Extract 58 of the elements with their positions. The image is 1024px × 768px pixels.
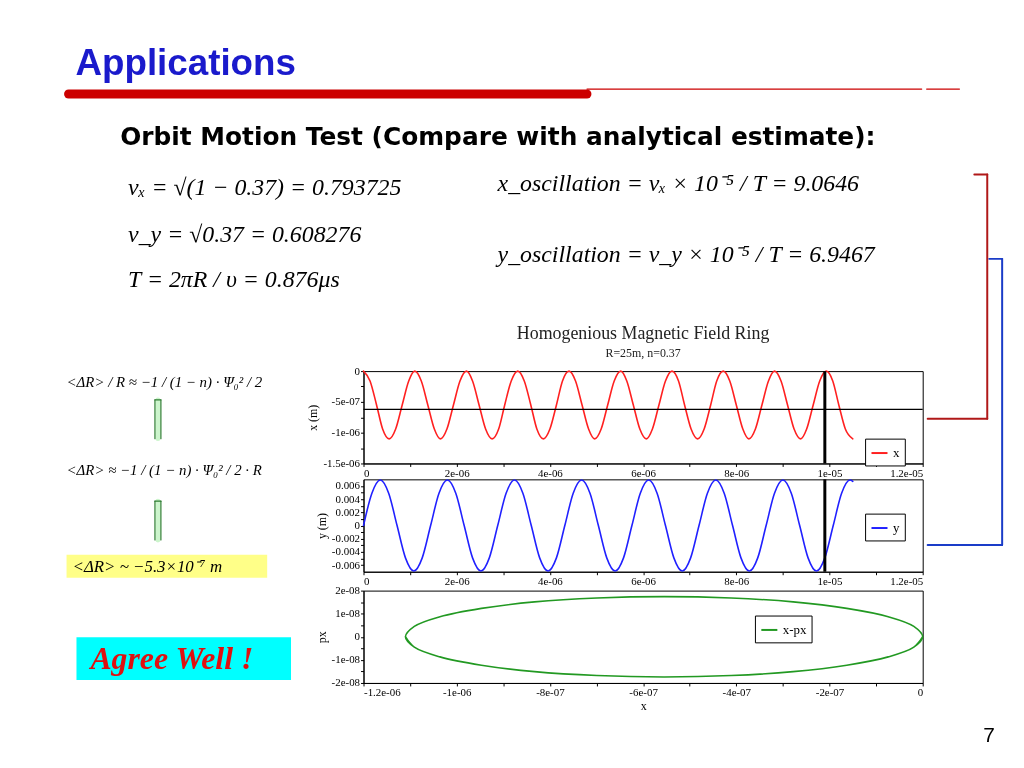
legend-label: y [892, 520, 900, 535]
y-tick-label: -0.004 [331, 545, 361, 558]
y-tick-label: 0 [354, 630, 361, 643]
x-tick-label: 2e-06 [444, 575, 471, 588]
y-tick-label: -1e-08 [331, 653, 361, 666]
y-tick-label: 0.002 [335, 505, 361, 518]
x-tick-label: -8e-07 [536, 686, 566, 699]
text: Applications [75, 42, 296, 84]
chart-subtitle: R=25m, n=0.37 [605, 346, 681, 361]
x-tick-label: -4e-07 [722, 686, 752, 699]
x-tick-label: 1e-05 [817, 466, 843, 479]
text: 7 [983, 722, 995, 746]
x-tick-label: 0 [364, 575, 371, 588]
x-tick-label: 8e-06 [724, 466, 750, 479]
y-tick-label: 0.004 [335, 492, 361, 505]
y-tick-label: -1e-06 [331, 426, 361, 439]
x-tick-label: 0 [364, 466, 371, 479]
text: Agree Well ! [88, 641, 254, 677]
x-tick-label: -2e-07 [815, 686, 845, 699]
x-tick-label: 1.2e-05 [890, 466, 924, 479]
text: x_oscillation = νₓ × 10⁻⁵ / T = 9.0646 [496, 170, 860, 197]
y-tick-label: -2e-08 [331, 676, 361, 689]
y-tick-label: -0.002 [331, 532, 361, 545]
y-tick-label: 0 [354, 364, 361, 377]
x-tick-label: -1e-06 [442, 686, 472, 699]
x-tick-label: -1.2e-06 [364, 686, 402, 699]
text: T = 2πR / υ = 0.876μs [128, 265, 340, 292]
x-tick-label: 2e-06 [444, 466, 471, 479]
x-tick-label: 8e-06 [724, 575, 750, 588]
text: <ΔR> / R ≈ −1 / (1 − n) · Ψ₀² / 2 [66, 373, 263, 391]
x-tick-label: 0 [917, 686, 924, 699]
text: ν_y = √0.37 = 0.608276 [128, 220, 362, 247]
x-tick-label: -6e-07 [629, 686, 659, 699]
y-tick-label: 2e-08 [335, 584, 361, 597]
y-tick-label: -5e-07 [331, 395, 361, 408]
text: νₓ = √(1 − 0.37) = 0.793725 [128, 174, 402, 201]
y-tick-label: 0.006 [335, 479, 361, 492]
y-axis-title: x (m) [306, 404, 321, 431]
text: y_oscillation = ν_y × 10⁻⁵ / T = 6.9467 [495, 240, 876, 267]
y-tick-label: 0 [354, 519, 361, 532]
x-tick-label: 6e-06 [631, 466, 657, 479]
x-tick-label: 4e-06 [537, 575, 564, 588]
legend-label: x-px [782, 621, 807, 637]
y-tick-label: -0.006 [331, 558, 361, 571]
chart-title: Homogenious Magnetic Field Ring [516, 323, 770, 344]
text: <ΔR> ~ −5.3×10⁻⁷ m [72, 556, 223, 576]
x-axis-title: x [640, 699, 647, 714]
y-tick-label: -1.5e-06 [323, 456, 361, 469]
x-tick-label: 4e-06 [537, 466, 564, 479]
text: <ΔR> ≈ −1 / (1 − n) · Ψ₀² / 2 · R [66, 462, 262, 480]
text: Orbit Motion Test (Compare with analytical estimate): [120, 121, 876, 151]
y-tick-label: 1e-08 [335, 607, 361, 620]
x-tick-label: 1.2e-05 [890, 575, 924, 588]
x-tick-label: 1e-05 [817, 575, 843, 588]
x-tick-label: 6e-06 [631, 575, 657, 588]
legend-label: x [892, 445, 900, 461]
y-axis-title: px [314, 631, 329, 644]
y-axis-title: y (m) [314, 512, 329, 540]
